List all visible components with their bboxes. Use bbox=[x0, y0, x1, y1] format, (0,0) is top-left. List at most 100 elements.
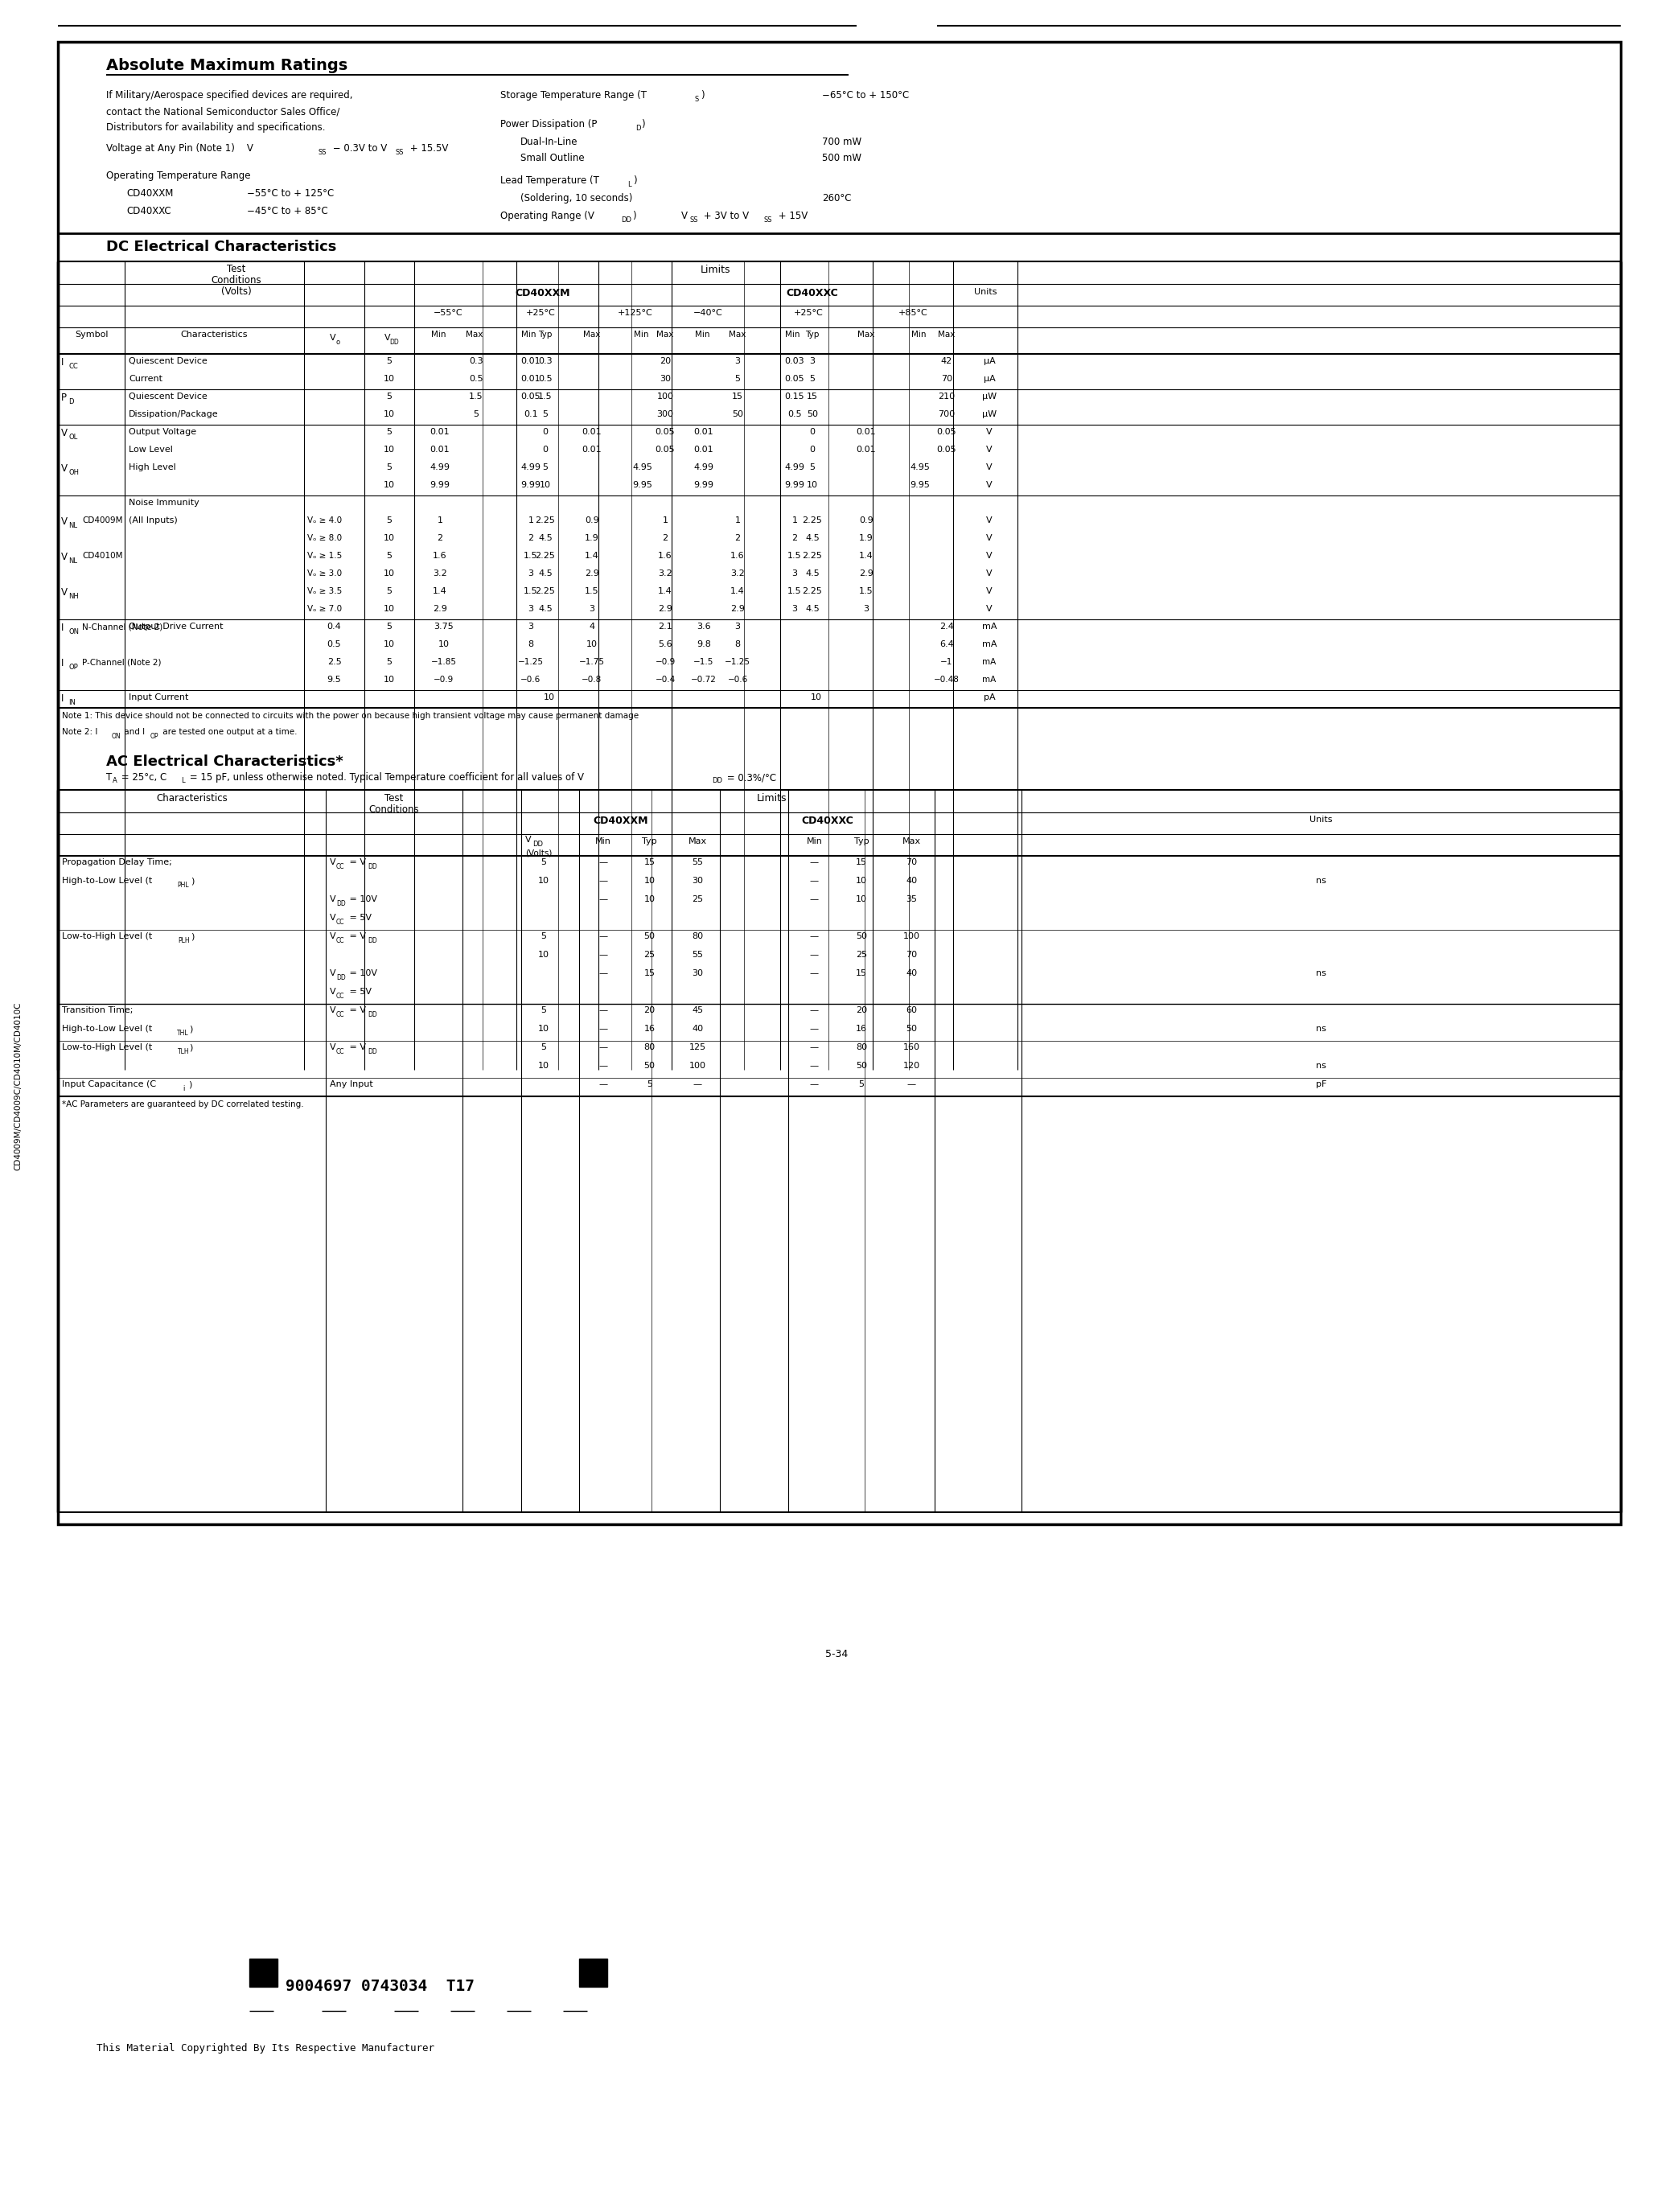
Text: 5: 5 bbox=[810, 374, 815, 383]
Text: Max: Max bbox=[467, 330, 483, 338]
Text: 10: 10 bbox=[383, 445, 395, 453]
Text: = 15 pF, unless otherwise noted. Typical Temperature coefficient for all values : = 15 pF, unless otherwise noted. Typical… bbox=[187, 772, 584, 783]
Text: 5: 5 bbox=[810, 462, 815, 471]
Text: 10: 10 bbox=[539, 951, 549, 958]
Text: 40: 40 bbox=[907, 876, 917, 885]
Text: Max: Max bbox=[729, 330, 746, 338]
Text: 1: 1 bbox=[437, 515, 443, 524]
Text: 9.95: 9.95 bbox=[632, 480, 652, 489]
Text: CD40XXC: CD40XXC bbox=[801, 816, 853, 825]
Text: ): ) bbox=[191, 931, 194, 940]
Text: 0.4: 0.4 bbox=[326, 622, 341, 630]
Text: 10: 10 bbox=[586, 639, 597, 648]
Text: 70: 70 bbox=[907, 951, 917, 958]
Text: 0.01: 0.01 bbox=[520, 374, 540, 383]
Text: 16: 16 bbox=[644, 1024, 656, 1033]
Text: P-Channel (Note 2): P-Channel (Note 2) bbox=[82, 657, 161, 666]
Text: 3.75: 3.75 bbox=[433, 622, 453, 630]
Text: 9.5: 9.5 bbox=[326, 675, 341, 684]
Text: (Soldering, 10 seconds): (Soldering, 10 seconds) bbox=[520, 192, 632, 204]
Text: 4.95: 4.95 bbox=[910, 462, 930, 471]
Text: −0.6: −0.6 bbox=[520, 675, 540, 684]
Text: V: V bbox=[330, 334, 336, 343]
Text: V: V bbox=[330, 896, 336, 902]
Text: 10: 10 bbox=[383, 374, 395, 383]
Text: Characteristics: Characteristics bbox=[156, 794, 228, 803]
Text: 5.6: 5.6 bbox=[657, 639, 673, 648]
Text: Operating Temperature Range: Operating Temperature Range bbox=[105, 170, 251, 181]
Text: CC: CC bbox=[336, 863, 345, 869]
Text: pF: pF bbox=[1315, 1079, 1327, 1088]
Text: THL: THL bbox=[177, 1029, 189, 1037]
Text: (All Inputs): (All Inputs) bbox=[129, 515, 177, 524]
Text: —: — bbox=[810, 876, 818, 885]
Text: Units: Units bbox=[1310, 816, 1333, 823]
Text: V: V bbox=[330, 858, 336, 867]
Text: ): ) bbox=[632, 175, 637, 186]
Text: 4.99: 4.99 bbox=[694, 462, 714, 471]
Text: SS: SS bbox=[318, 148, 326, 157]
Text: 0.01: 0.01 bbox=[694, 427, 714, 436]
Text: 25: 25 bbox=[644, 951, 656, 958]
Text: 0.01: 0.01 bbox=[582, 445, 602, 453]
Text: CC: CC bbox=[69, 363, 79, 369]
Text: Transition Time;: Transition Time; bbox=[62, 1006, 134, 1015]
Text: V: V bbox=[987, 427, 992, 436]
Text: 3: 3 bbox=[791, 568, 798, 577]
Text: = 25°c, C: = 25°c, C bbox=[119, 772, 167, 783]
Text: 5: 5 bbox=[858, 1079, 865, 1088]
Text: 8: 8 bbox=[734, 639, 741, 648]
Text: 0.05: 0.05 bbox=[656, 445, 676, 453]
Text: = 10V: = 10V bbox=[346, 896, 376, 902]
Text: 9004697 0743034  T17: 9004697 0743034 T17 bbox=[286, 1980, 475, 1993]
Text: −55°C: −55°C bbox=[433, 310, 463, 316]
Text: 0.15: 0.15 bbox=[785, 392, 805, 400]
Text: Max: Max bbox=[858, 330, 875, 338]
Text: 0.9: 0.9 bbox=[586, 515, 599, 524]
Text: 2.1: 2.1 bbox=[657, 622, 673, 630]
Bar bbox=[579, 1958, 607, 1986]
Text: 0.1: 0.1 bbox=[524, 409, 539, 418]
Text: DD: DD bbox=[368, 938, 376, 945]
Text: 60: 60 bbox=[907, 1006, 917, 1015]
Text: i: i bbox=[182, 1086, 184, 1093]
Text: 500 mW: 500 mW bbox=[821, 153, 862, 164]
Text: ): ) bbox=[189, 1044, 192, 1051]
Text: 700: 700 bbox=[939, 409, 955, 418]
Text: 0.01: 0.01 bbox=[520, 356, 540, 365]
Text: −0.6: −0.6 bbox=[728, 675, 748, 684]
Text: V: V bbox=[385, 334, 391, 343]
Text: 10: 10 bbox=[811, 692, 821, 701]
Text: 3: 3 bbox=[734, 356, 741, 365]
Text: 2.25: 2.25 bbox=[535, 586, 555, 595]
Text: 45: 45 bbox=[693, 1006, 703, 1015]
Text: Lead Temperature (T: Lead Temperature (T bbox=[500, 175, 599, 186]
Text: ns: ns bbox=[1317, 969, 1327, 978]
Text: DD: DD bbox=[711, 776, 723, 785]
Text: and I: and I bbox=[122, 728, 146, 737]
Text: −0.4: −0.4 bbox=[656, 675, 676, 684]
Text: DD: DD bbox=[368, 863, 376, 869]
Text: 55: 55 bbox=[693, 858, 703, 867]
Text: 10: 10 bbox=[383, 480, 395, 489]
Text: Noise Immunity: Noise Immunity bbox=[129, 498, 199, 507]
Text: 1: 1 bbox=[734, 515, 741, 524]
Text: 1.6: 1.6 bbox=[433, 551, 447, 560]
Text: DD: DD bbox=[368, 1011, 376, 1018]
Text: mA: mA bbox=[982, 639, 997, 648]
Text: 260°C: 260°C bbox=[821, 192, 852, 204]
Text: I: I bbox=[62, 622, 64, 633]
Text: 4.5: 4.5 bbox=[539, 533, 552, 542]
Text: Test: Test bbox=[226, 263, 246, 274]
Text: 1.5: 1.5 bbox=[468, 392, 483, 400]
Text: DD: DD bbox=[621, 217, 631, 223]
Text: 0: 0 bbox=[810, 427, 815, 436]
Text: OL: OL bbox=[69, 434, 77, 440]
Text: 8: 8 bbox=[529, 639, 534, 648]
Text: 10: 10 bbox=[383, 533, 395, 542]
Text: —: — bbox=[599, 858, 607, 867]
Text: 1: 1 bbox=[529, 515, 534, 524]
Text: V: V bbox=[987, 586, 992, 595]
Text: Power Dissipation (P: Power Dissipation (P bbox=[500, 119, 597, 131]
Text: 100: 100 bbox=[657, 392, 674, 400]
